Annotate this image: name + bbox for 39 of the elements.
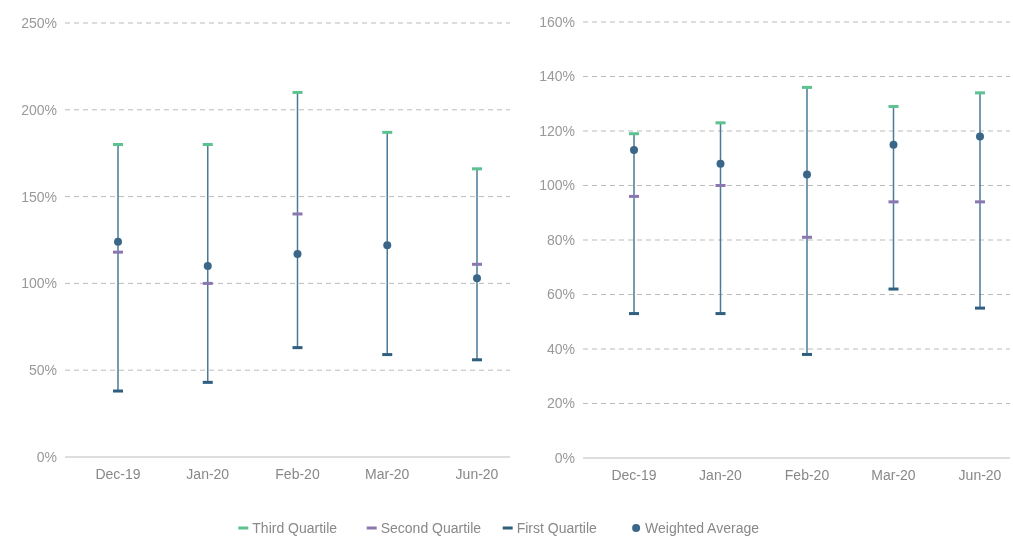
x-tick-label: Mar-20 bbox=[871, 467, 916, 483]
y-tick-label: 120% bbox=[539, 122, 575, 139]
point bbox=[203, 262, 212, 271]
y-tick-label: 100% bbox=[21, 275, 57, 292]
point bbox=[293, 249, 302, 258]
legend-label: Weighted Average bbox=[645, 519, 760, 536]
x-tick-label: Jun-20 bbox=[958, 467, 1002, 483]
x-tick-label: Dec-19 bbox=[611, 467, 657, 483]
y-tick-label: 80% bbox=[546, 231, 575, 248]
y-tick-label: 150% bbox=[21, 188, 57, 205]
point bbox=[473, 274, 481, 283]
point bbox=[889, 140, 898, 149]
x-tick-label: Feb-20 bbox=[784, 467, 830, 483]
y-tick-label: 20% bbox=[546, 395, 575, 412]
legend-label: Third Quartile bbox=[252, 519, 338, 536]
legend-label: First Quartile bbox=[516, 519, 598, 536]
y-tick-label: 160% bbox=[539, 13, 575, 30]
y-tick-label: 40% bbox=[546, 340, 575, 357]
y-tick-label: 60% bbox=[546, 286, 575, 303]
y-tick-label: 0% bbox=[554, 449, 575, 466]
point bbox=[716, 159, 725, 168]
x-tick-label: Jan-20 bbox=[186, 466, 230, 482]
point bbox=[383, 241, 392, 250]
point bbox=[114, 237, 122, 246]
legend-label: Second Quartile bbox=[380, 519, 482, 536]
y-tick-label: 50% bbox=[28, 362, 57, 379]
point bbox=[976, 132, 984, 141]
y-tick-label: 200% bbox=[21, 101, 57, 118]
x-tick-label: Mar-20 bbox=[365, 466, 410, 482]
y-tick-label: 100% bbox=[539, 177, 575, 194]
x-tick-label: Feb-20 bbox=[275, 466, 320, 482]
y-tick-label: 140% bbox=[539, 68, 575, 85]
point bbox=[803, 170, 811, 179]
x-tick-label: Jan-20 bbox=[699, 467, 743, 483]
x-tick-label: Jun-20 bbox=[455, 466, 499, 482]
y-tick-label: 0% bbox=[36, 448, 57, 465]
point bbox=[630, 146, 638, 155]
x-tick-label: Dec-19 bbox=[95, 466, 141, 482]
y-tick-label: 250% bbox=[21, 14, 57, 31]
